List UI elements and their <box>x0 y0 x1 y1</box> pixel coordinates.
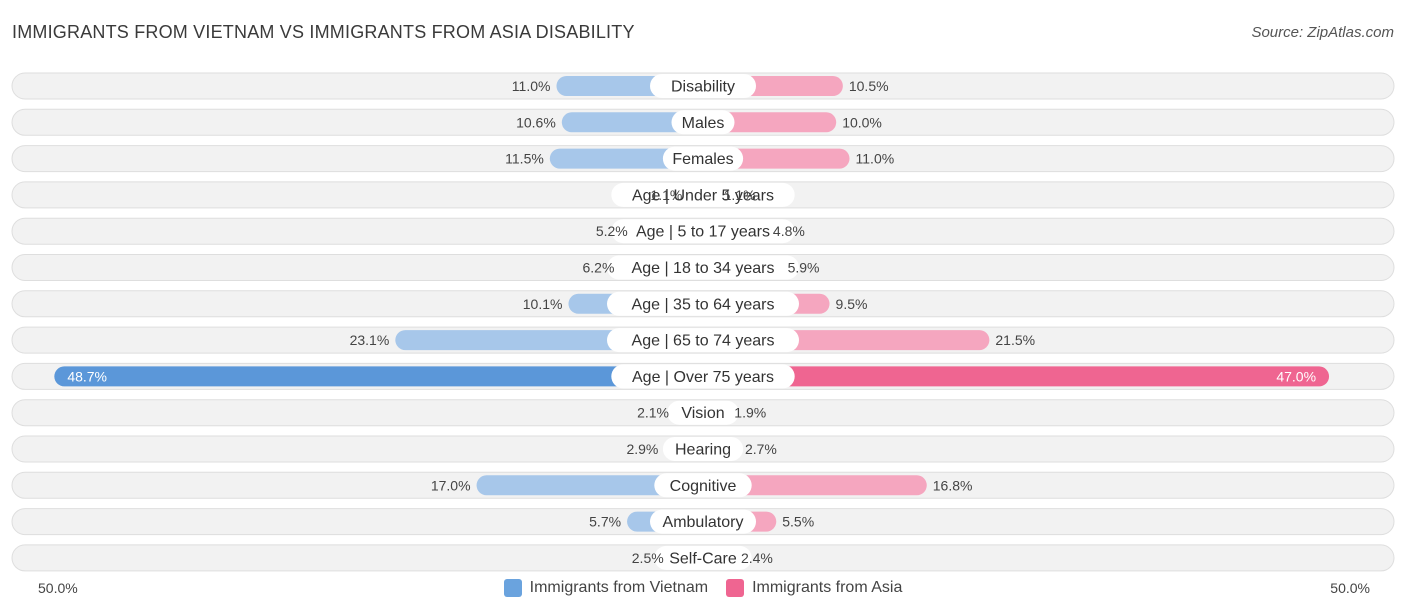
category-label-pill <box>611 182 795 207</box>
category-label: Age | 35 to 64 years <box>632 296 775 313</box>
category-label: Ambulatory <box>663 514 744 531</box>
category-label: Self-Care <box>669 550 737 567</box>
value-label-vietnam: 2.1% <box>637 405 669 421</box>
legend: Immigrants from Vietnam Immigrants from … <box>0 579 1406 597</box>
value-label-vietnam: 2.5% <box>632 550 664 566</box>
chart-row: Hearing 2.9% 2.7% <box>11 435 1395 463</box>
value-label-vietnam: 48.7% <box>67 368 107 384</box>
category-label-pill <box>671 110 735 135</box>
category-label: Males <box>682 115 725 132</box>
category-label: Hearing <box>675 442 731 459</box>
chart-row: Males 10.6% 10.0% <box>11 108 1395 136</box>
value-label-asia: 5.5% <box>782 514 814 530</box>
value-label-asia: 1.1% <box>724 187 756 203</box>
legend-label-asia: Immigrants from Asia <box>752 579 903 596</box>
value-label-asia: 1.9% <box>734 405 766 421</box>
category-label-pill <box>611 219 795 244</box>
category-label: Age | 65 to 74 years <box>632 333 775 350</box>
bar-vietnam <box>476 475 703 496</box>
chart-row: Ambulatory 5.7% 5.5% <box>11 508 1395 536</box>
source-label: Source: ZipAtlas.com <box>1251 24 1394 41</box>
value-label-vietnam: 11.0% <box>512 78 551 94</box>
value-label-vietnam: 17.0% <box>431 477 471 493</box>
value-label-vietnam: 10.6% <box>516 114 556 130</box>
category-label: Disability <box>671 79 735 96</box>
value-label-asia: 9.5% <box>836 296 868 312</box>
category-label: Age | Under 5 years <box>632 187 774 204</box>
axis-right-label: 50.0% <box>1330 580 1370 596</box>
legend-item-vietnam: Immigrants from Vietnam <box>503 579 709 597</box>
value-label-asia: 11.0% <box>856 151 895 167</box>
legend-swatch-vietnam <box>503 579 522 597</box>
value-label-vietnam: 10.1% <box>523 296 563 312</box>
legend-label-vietnam: Immigrants from Vietnam <box>529 579 709 596</box>
chart-row: Vision 2.1% 1.9% <box>11 399 1395 427</box>
category-label: Age | Over 75 years <box>632 369 774 386</box>
value-label-vietnam: 23.1% <box>350 332 390 348</box>
axis-left-label: 50.0% <box>38 580 78 596</box>
category-label-pill <box>662 437 744 461</box>
value-label-asia: 2.7% <box>745 441 777 457</box>
value-label-asia: 10.5% <box>849 78 889 94</box>
chart-row: Cognitive 17.0% 16.8% <box>11 471 1395 499</box>
value-label-vietnam: 5.7% <box>589 514 621 530</box>
value-label-vietnam: 6.2% <box>582 260 614 276</box>
value-label-asia: 47.0% <box>1276 368 1316 384</box>
chart-row: Self-Care 2.5% 2.4% <box>11 544 1395 572</box>
category-label: Age | 5 to 17 years <box>636 224 770 241</box>
chart-row: Age | 65 to 74 years 23.1% 21.5% <box>11 326 1395 354</box>
category-label: Vision <box>681 405 724 422</box>
bar-asia <box>703 366 1330 387</box>
chart-row: Age | 18 to 34 years 6.2% 5.9% <box>11 254 1395 281</box>
value-label-asia: 16.8% <box>933 477 973 493</box>
value-label-asia: 5.9% <box>788 260 820 276</box>
value-label-asia: 2.4% <box>741 550 773 566</box>
value-label-vietnam: 11.5% <box>505 151 544 167</box>
value-label-vietnam: 2.9% <box>626 441 658 457</box>
category-label-pill <box>611 364 795 389</box>
category-label-pill <box>654 545 752 570</box>
category-label-pill <box>607 255 799 280</box>
bar-vietnam <box>561 112 703 133</box>
bar-asia <box>703 475 927 496</box>
category-label-pill <box>667 400 739 425</box>
chart-row: Age | Over 75 years 48.7% 47.0% <box>11 362 1395 390</box>
value-label-vietnam: 1.1% <box>650 187 682 203</box>
chart-row: Age | 5 to 17 years 5.2% 4.8% <box>11 217 1395 245</box>
category-label-pill <box>662 146 744 171</box>
chart-row: Females 11.5% 11.0% <box>11 145 1395 173</box>
category-label: Cognitive <box>670 478 737 495</box>
bar-asia <box>703 112 837 133</box>
category-label-pill <box>607 291 799 316</box>
chart-title: IMMIGRANTS FROM VIETNAM VS IMMIGRANTS FR… <box>12 22 635 42</box>
category-label-pill <box>654 473 752 498</box>
value-label-asia: 21.5% <box>995 332 1035 348</box>
bar-vietnam <box>54 366 704 387</box>
chart-row: Disability 11.0% 10.5% <box>11 72 1395 100</box>
value-label-vietnam: 5.2% <box>596 223 628 239</box>
category-label: Females <box>672 151 733 168</box>
value-label-asia: 10.0% <box>842 114 882 130</box>
chart-row: Age | 35 to 64 years 10.1% 9.5% <box>11 290 1395 318</box>
legend-swatch-asia <box>726 579 745 597</box>
category-label-pill <box>650 74 756 98</box>
category-label-pill <box>607 328 799 353</box>
legend-item-asia: Immigrants from Asia <box>726 579 902 597</box>
category-label: Age | 18 to 34 years <box>632 260 775 277</box>
value-label-asia: 4.8% <box>773 223 805 239</box>
category-label-pill <box>650 509 756 534</box>
